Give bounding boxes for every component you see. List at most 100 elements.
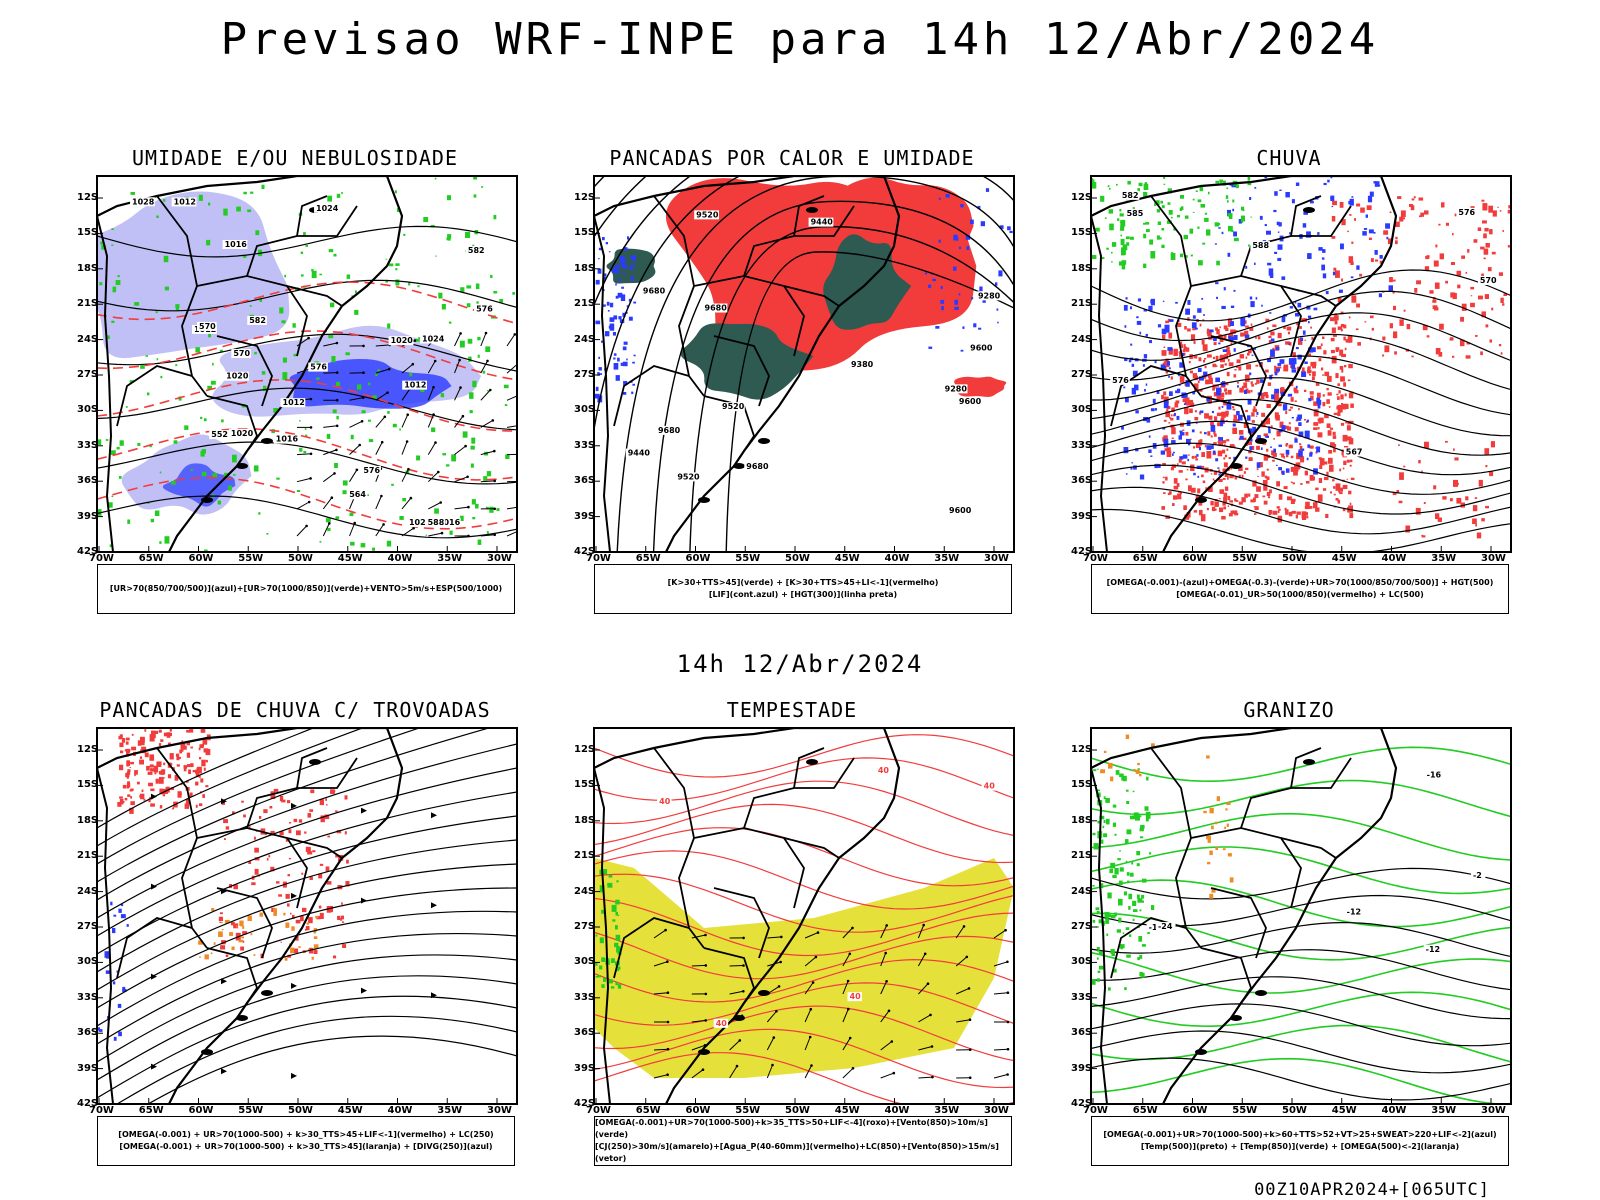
panel-pancadas-trovoadas: PANCADAS DE CHUVA C/ TROVOADAS 12S 15S 18S 2… [60,698,530,1188]
lon-tick-label: 50W [785,553,810,564]
lon-tick-label: 55W [238,1105,264,1116]
lat-tick-label: 30S [77,404,99,416]
legend-line: [OMEGA(-0.001)+UR>70(1000-500)+k>35_TTS>… [595,1118,988,1139]
legend-line: [LIF](cont.azul) + [HGT(300)](linha pret… [708,590,898,599]
lat-tick-label: 12S [1071,744,1093,755]
lat-tick-label: 36S [574,475,596,487]
lat-tick-label: 42S [574,546,596,557]
panel-legend: [OMEGA(-0.001)+UR>70(1000-500)+k>35_TTS>… [594,1116,1012,1166]
svg-text:9680: 9680 [643,287,666,296]
pressure-contour [97,225,517,258]
temp850-contour [1091,779,1511,818]
map-frame [1090,175,1512,553]
lon-tick-label: 35W [437,1105,463,1116]
lat-tick-label: 12S [77,744,99,755]
lon-tick-label: 70W [89,1105,114,1116]
hgt500-contour [1091,333,1511,391]
temp500-contour [1091,1057,1511,1101]
lon-tick-label: 30W [984,1105,1009,1116]
map-canvas: -12-12-16-16-24-2 [1090,727,1512,1105]
legend-line: [OMEGA(-0.001)+UR>70(1000-500)+k>60+TTS>… [1103,1130,1497,1139]
lon-tick-label: 45W [337,553,363,564]
precipitable-water-contour [594,873,1014,933]
svg-text:-16: -16 [1427,770,1442,779]
hgt500-contour [1091,269,1511,322]
lat-tick-label: 27S [77,921,99,932]
jet-stream-area [594,858,1014,1078]
humidity-upper-area [97,191,290,359]
precipitable-water-contour [594,931,1014,980]
lat-tick-label: 39S [574,1062,596,1074]
lat-tick-label: 33S [1071,991,1093,1003]
lon-tick-label: 40W [387,553,413,564]
map-canvas [96,727,518,1105]
lat-tick-label: 15S [77,227,99,239]
map-canvas: 585 582 576 576 570 567 588 [1090,175,1512,553]
svg-text:-24: -24 [1158,922,1173,931]
svg-text:570: 570 [233,349,250,358]
svg-text:9280: 9280 [978,291,1001,300]
map-plot: -12 -12 -16 -16 -24 -2 [1090,727,1512,1105]
lat-tick-label: 18S [77,814,99,826]
map-canvas: 1012101210121012101610161016102010201020… [96,175,518,553]
lon-tick-label: 65W [635,553,661,564]
legend-line: [UR>70(850/700/500)](azul)+[UR>70(1000/8… [109,584,503,593]
lon-tick-label: 55W [735,553,761,564]
map-frame [593,175,1015,553]
lifted-index-contours [924,188,1013,352]
lon-tick-label: 30W [984,553,1009,564]
lat-tick-label: 15S [574,227,596,239]
temp500-contour [1091,1003,1511,1047]
lon-tick-label: 60W [188,1105,214,1116]
omega500-area [1203,755,1234,899]
lat-tick-label: 27S [1071,369,1093,380]
thickness-contour [97,379,517,432]
legend-line: [CJ(250)>30m/s](amarelo)+[Agua_P(40-60mm… [595,1142,999,1163]
lon-tick-label: 30W [1481,553,1506,564]
lon-tick-label: 30W [1481,1105,1506,1116]
panel-umidade: UMIDADE E/OU NEBULOSIDADE 1012 1012 1012 101… [60,146,530,636]
svg-text:1012: 1012 [283,398,305,407]
svg-text:9600: 9600 [959,397,982,406]
lon-tick-label: 45W [1331,1105,1357,1116]
lon-tick-label: 55W [735,1105,761,1116]
temp850-contour [1091,812,1511,861]
temp850-contour [1091,951,1511,994]
lat-tick-label: 27S [77,369,99,380]
panel-legend: [OMEGA(-0.001) + UR>70(1000-500) + k>30_… [97,1116,515,1166]
lon-tick-label: 45W [1331,553,1357,564]
lon-tick-label: 55W [1232,553,1258,564]
hgt500-contour [1091,290,1511,342]
contour-labels: 9680 9680 9680 9680 9600 9600 9600 9520 9520 9520… [625,210,1001,515]
hgt500-contour [1091,508,1511,552]
precipitable-water-contour [594,982,1014,1026]
lat-tick-label: 39S [77,510,99,522]
svg-text:1020: 1020 [231,429,254,438]
svg-text:570: 570 [199,322,216,331]
precipitable-water-contour [594,1028,1014,1089]
lat-tick-label: 30S [574,956,596,968]
svg-text:576: 576 [310,363,327,372]
svg-text:-12: -12 [1426,945,1440,954]
legend-line: [OMEGA(-0.001) + UR>70(1000-500) + k>30_… [119,1142,493,1151]
lat-tick-label: 39S [77,1062,99,1074]
lon-tick-label: 60W [188,553,214,564]
pressure-contour [97,333,517,372]
lon-tick-label: 60W [685,1105,711,1116]
map-plot [96,727,518,1105]
lon-tick-label: 50W [1282,1105,1307,1116]
temp500-contour [1091,867,1511,900]
lat-tick-label: 33S [77,439,99,451]
lat-tick-label: 18S [1071,262,1093,274]
precipitable-water-contour [594,850,1014,910]
lon-tick-label: 60W [1182,553,1208,564]
lat-tick-label: 21S [1071,298,1093,310]
lat-tick-label: 39S [1071,510,1093,522]
wind850-area [594,869,622,989]
svg-text:1020: 1020 [391,336,414,345]
svg-text:1024: 1024 [316,204,339,213]
lat-tick-label: 36S [574,1027,596,1039]
lat-tick-label: 39S [574,510,596,522]
lat-tick-label: 15S [77,779,99,791]
lat-tick-label: 42S [1071,1098,1093,1109]
